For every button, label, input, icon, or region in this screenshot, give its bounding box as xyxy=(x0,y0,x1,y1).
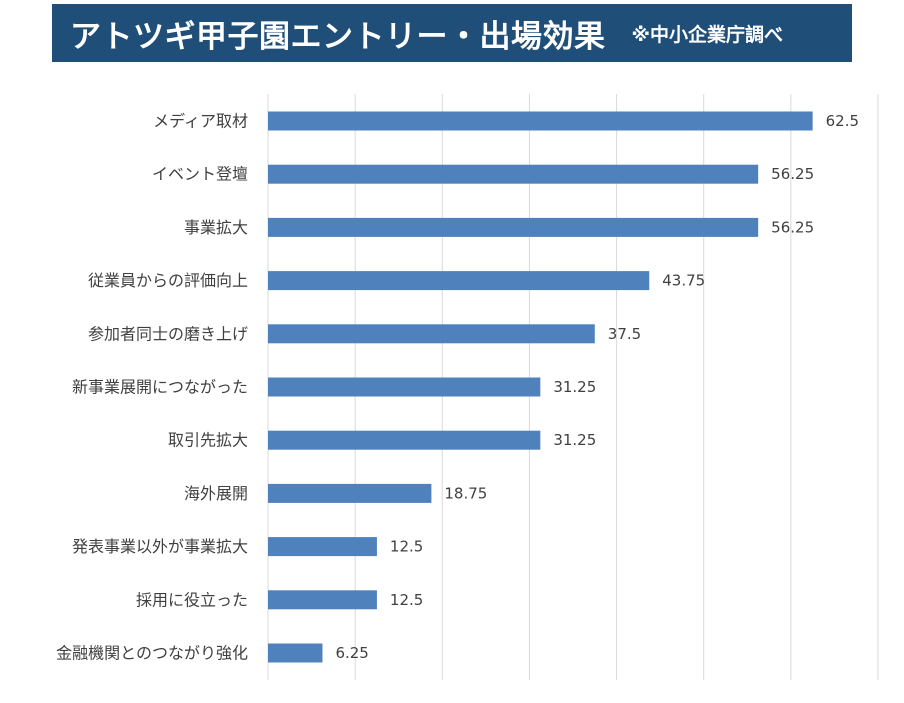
bar xyxy=(268,643,323,663)
category-label: イベント登壇 xyxy=(152,165,248,184)
title-banner: アトツギ甲子園エントリー・出場効果 ※中小企業庁調べ xyxy=(52,4,852,62)
value-label: 56.25 xyxy=(771,218,814,236)
bar xyxy=(268,483,432,503)
bar xyxy=(268,164,759,184)
value-label: 12.5 xyxy=(390,591,423,609)
bar xyxy=(268,217,759,237)
value-label: 31.25 xyxy=(553,431,596,449)
category-label: 従業員からの評価向上 xyxy=(88,271,248,290)
category-label: 金融機関とのつながり強化 xyxy=(56,644,248,663)
category-label: 事業拡大 xyxy=(184,218,248,237)
category-label: 新事業展開につながった xyxy=(72,378,248,397)
category-label: 採用に役立った xyxy=(136,590,248,609)
bar xyxy=(268,430,541,450)
bar xyxy=(268,111,813,131)
value-label: 12.5 xyxy=(390,538,423,556)
bar xyxy=(268,537,377,557)
value-label: 37.5 xyxy=(608,325,641,343)
value-label: 18.75 xyxy=(444,484,487,502)
bar xyxy=(268,324,595,344)
bar xyxy=(268,271,650,291)
bar xyxy=(268,377,541,397)
category-label: 参加者同士の磨き上げ xyxy=(88,324,248,343)
bar xyxy=(268,590,377,610)
value-label: 62.5 xyxy=(826,112,859,130)
value-label: 43.75 xyxy=(662,272,705,290)
value-label: 56.25 xyxy=(771,165,814,183)
category-label: メディア取材 xyxy=(153,112,248,131)
chart-title: アトツギ甲子園エントリー・出場効果 xyxy=(70,18,606,55)
category-label: 発表事業以外が事業拡大 xyxy=(72,537,248,556)
source-note: ※中小企業庁調べ xyxy=(631,23,783,46)
value-label: 31.25 xyxy=(553,378,596,396)
category-label: 海外展開 xyxy=(184,484,248,503)
category-label: 取引先拡大 xyxy=(168,431,248,450)
value-label: 6.25 xyxy=(335,644,368,662)
